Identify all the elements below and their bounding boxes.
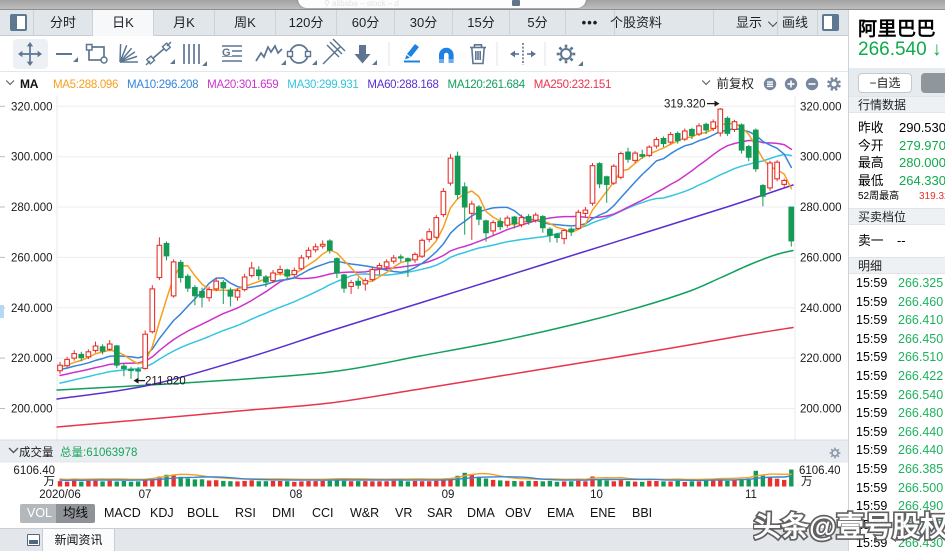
svg-text:211.820: 211.820 bbox=[145, 376, 186, 388]
svg-text:万: 万 bbox=[801, 476, 813, 488]
svg-text:09: 09 bbox=[442, 489, 455, 501]
svg-text:240.000: 240.000 bbox=[800, 303, 842, 315]
svg-text:200.000: 200.000 bbox=[800, 404, 842, 416]
svg-text:6106.40: 6106.40 bbox=[799, 465, 841, 477]
svg-text:300.000: 300.000 bbox=[11, 152, 53, 164]
svg-text:320.000: 320.000 bbox=[800, 101, 842, 113]
svg-text:220.000: 220.000 bbox=[800, 353, 842, 365]
svg-text:280.000: 280.000 bbox=[11, 202, 53, 214]
svg-text:6106.40: 6106.40 bbox=[13, 465, 55, 477]
svg-text:260.000: 260.000 bbox=[11, 252, 53, 264]
svg-text:头条@壹号股权: 头条@壹号股权 bbox=[753, 511, 945, 542]
svg-text:320.000: 320.000 bbox=[11, 101, 53, 113]
svg-text:08: 08 bbox=[290, 489, 303, 501]
svg-text:万: 万 bbox=[44, 476, 56, 488]
svg-text:总量:61063978: 总量:61063978 bbox=[60, 445, 137, 459]
svg-text:11: 11 bbox=[745, 489, 757, 501]
svg-text:300.000: 300.000 bbox=[800, 152, 842, 164]
svg-text:319.320: 319.320 bbox=[664, 99, 706, 111]
svg-text:200.000: 200.000 bbox=[11, 404, 53, 416]
svg-text:260.000: 260.000 bbox=[800, 252, 842, 264]
svg-text:10: 10 bbox=[590, 489, 603, 501]
svg-text:成交量: 成交量 bbox=[19, 445, 54, 459]
svg-text:G: G bbox=[222, 47, 231, 59]
svg-text:240.000: 240.000 bbox=[11, 303, 53, 315]
svg-text:220.000: 220.000 bbox=[11, 353, 53, 365]
svg-text:07: 07 bbox=[139, 489, 152, 501]
svg-text:2020/06: 2020/06 bbox=[39, 489, 81, 501]
svg-text:280.000: 280.000 bbox=[800, 202, 842, 214]
